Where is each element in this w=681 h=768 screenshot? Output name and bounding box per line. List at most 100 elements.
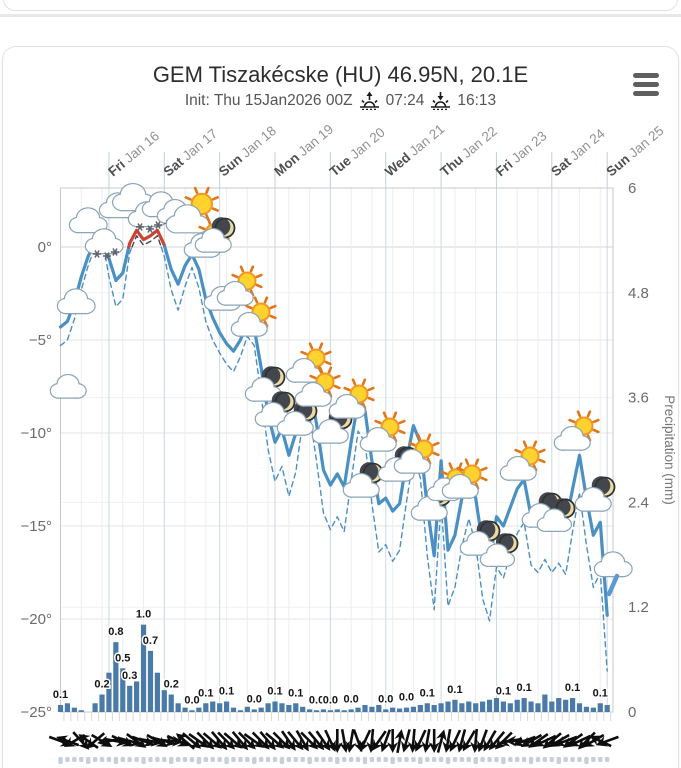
wind-arrow: [331, 729, 343, 753]
wind-arrow: [595, 735, 619, 747]
precip-bar: [140, 624, 147, 712]
weather-icon-moon-cloud: [536, 498, 576, 532]
precip-bar: [597, 703, 603, 712]
strip-tick: [390, 757, 395, 764]
precip-bar: [230, 707, 237, 712]
hamburger-menu-icon[interactable]: [633, 70, 661, 98]
precip-bar: [286, 705, 292, 712]
date-label: Fri Jan 16: [105, 128, 162, 179]
temp-tick-label: −20°: [21, 611, 52, 628]
precip-bar: [258, 707, 264, 712]
precip-bar: [106, 672, 112, 712]
wind-arrow: [259, 730, 276, 751]
wind-arrow: [324, 729, 336, 752]
precip-bar: [134, 681, 140, 712]
chart-subtitle: Init: Thu 15Jan2026 00Z 07:24 16:13: [0, 91, 681, 110]
precip-bar: [182, 707, 188, 712]
strip-tick: [577, 757, 582, 762]
strip-tick: [508, 757, 513, 762]
precip-value-label: 0.1: [496, 686, 511, 698]
strip-tick: [245, 757, 250, 762]
precip-bar: [604, 705, 610, 712]
precip-bar: [127, 685, 133, 712]
precip-bar: [466, 701, 472, 712]
strip-tick: [598, 757, 603, 762]
precip-value-label: 0.1: [516, 682, 531, 694]
strip-tick: [189, 757, 195, 762]
wind-arrow: [359, 729, 372, 752]
precip-bar: [576, 703, 583, 712]
strip-tick: [383, 757, 388, 762]
precip-bar: [500, 701, 506, 712]
strip-tick: [494, 757, 499, 762]
precip-value-label: 0.0: [343, 693, 358, 705]
precip-bar: [528, 701, 534, 712]
precip-value-label: 0.7: [143, 635, 158, 647]
date-label: Fri Jan 23: [493, 128, 550, 179]
precip-bar: [569, 698, 576, 712]
precip-bar: [71, 707, 77, 712]
strip-tick: [431, 757, 437, 762]
strip-tick: [376, 757, 382, 762]
wind-arrow: [280, 730, 296, 751]
precip-bar: [563, 699, 569, 712]
wind-arrows: [48, 728, 619, 754]
precip-bar: [154, 672, 160, 712]
wind-arrow: [345, 728, 357, 753]
precip-bar: [549, 701, 555, 712]
precip-bar: [556, 698, 562, 712]
strip-tick: [224, 757, 229, 764]
strip-tick: [99, 757, 105, 762]
section-divider: [0, 14, 681, 17]
strip-tick: [321, 757, 326, 762]
strip-tick: [501, 757, 506, 764]
precip-bar: [293, 703, 299, 712]
strip-tick: [584, 757, 589, 764]
precip-bar: [307, 709, 313, 712]
wind-arrow: [400, 729, 412, 753]
precip-bar: [57, 705, 64, 712]
strip-tick: [438, 757, 444, 762]
strip-tick: [231, 757, 236, 762]
precip-bar: [223, 701, 230, 712]
date-label: Sun Jan 18: [216, 123, 279, 179]
weather-icon-cloud: [56, 288, 96, 315]
precip-bar: [175, 703, 181, 712]
wind-arrow: [287, 730, 304, 751]
wind-arrow: [295, 729, 309, 752]
strip-tick: [293, 757, 298, 762]
precip-bar: [161, 690, 167, 712]
menu-bar: [633, 72, 659, 78]
strip-tick: [92, 757, 98, 762]
strip-tick: [342, 757, 347, 762]
strip-tick: [348, 757, 354, 762]
strip-tick: [203, 757, 209, 762]
strip-tick: [141, 757, 146, 764]
precip-bar: [486, 699, 493, 712]
strip-tick: [162, 757, 167, 762]
precip-tick-label: 3.6: [628, 390, 649, 407]
strip-tick: [418, 757, 423, 764]
bottom-strip: [58, 757, 610, 764]
precip-value-label: 0.1: [447, 684, 462, 696]
init-label: Init: Thu 15Jan2026 00Z: [184, 91, 353, 109]
date-label: Thu Jan 22: [437, 123, 500, 179]
weather-icon-moon-cloud: [574, 476, 616, 512]
menu-bar: [633, 90, 659, 96]
precip-bar: [424, 703, 430, 712]
precip-bar: [390, 707, 396, 712]
precip-axis-title: Precipitation (mm): [662, 395, 677, 505]
strip-tick: [286, 757, 292, 762]
weather-icon-moon-cloud: [342, 462, 384, 498]
wind-arrow: [231, 730, 249, 751]
precip-bar: [92, 703, 98, 712]
date-label: Wed Jan 21: [382, 121, 447, 179]
precip-value-label: 0.0: [247, 693, 262, 705]
strip-tick: [120, 757, 125, 762]
precip-bar: [542, 694, 548, 712]
precip-bar: [237, 710, 244, 712]
precip-value-label: 0.0: [323, 694, 338, 706]
